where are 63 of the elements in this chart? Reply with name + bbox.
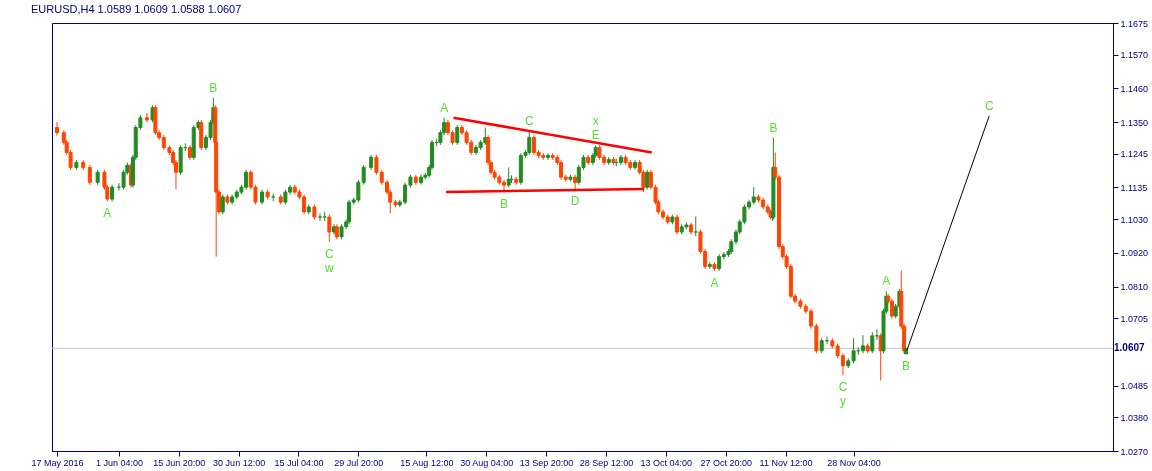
annotation: E [591,128,600,143]
candlestick [527,130,532,156]
candlestick [455,124,460,146]
annotation: C [838,380,848,395]
candlestick [573,174,578,190]
y-tick-label: 1.0270 [1120,446,1149,457]
candlestick [645,169,650,191]
candlestick [327,214,332,243]
annotation: x [592,114,599,129]
candlestick [675,214,680,235]
y-tick-label: 1.0810 [1120,282,1149,292]
y-tick-label: 1.1135 [1120,183,1148,193]
x-tick-label: 15 Aug 12:00 [400,457,454,468]
ref-line-label: 1.0607 [1114,342,1146,354]
x-tick-label: 15 Jul 04:00 [274,457,324,468]
annotation: A [882,274,891,289]
annotation: y [839,394,846,409]
y-tick-label: 1.1030 [1120,214,1149,225]
y-tick-label: 1.0920 [1120,248,1149,259]
y-tick-label: 1.1245 [1120,149,1149,160]
annotation: A [103,206,112,221]
annotation: B [769,120,778,135]
annotation: C [325,246,335,261]
annotation: B [500,197,509,212]
y-tick-label: 1.1350 [1120,117,1149,128]
y-tick-label: 1.0380 [1120,412,1149,423]
candlestick [220,194,225,215]
annotation: C [984,98,994,113]
annotation: C [524,114,534,129]
candlestick [55,121,59,137]
y-tick-label: 1.1460 [1120,83,1149,94]
y-tick-label: 1.1675 [1120,18,1149,29]
annotation: B [209,80,218,95]
x-tick-label: 28 Nov 04:00 [827,457,881,468]
candlestick [545,152,550,161]
x-tick-label: 17 May 2016 [31,457,84,468]
x-tick-label: 27 Oct 20:00 [700,457,752,468]
y-tick-label: 1.1570 [1120,50,1149,61]
x-tick-label: 13 Oct 04:00 [640,457,693,468]
candlestick [318,212,323,222]
x-tick-label: 13 Sep 20:00 [519,457,574,468]
annotation: D [570,194,580,209]
x-tick-label: 29 Jul 20:00 [334,457,384,468]
x-tick-label: 30 Aug 04:00 [460,457,514,468]
x-tick-label: 28 Sep 12:00 [579,457,634,468]
candlestick [860,334,865,354]
x-tick-label: 1 Jun 04:00 [95,457,143,468]
candlestick [870,331,875,354]
y-tick-label: 1.0705 [1120,313,1149,324]
candlestick [144,112,149,123]
y-tick-label: 1.0485 [1120,381,1149,392]
x-tick-label: 15 Jun 20:00 [153,457,206,468]
annotation: B [901,359,910,374]
annotation: A [440,100,449,115]
annotation: w [324,260,335,275]
candlestick [559,159,564,181]
x-tick-label: 11 Nov 12:00 [759,457,813,468]
chart-title: EURUSD,H4 1.0589 1.0609 1.0588 1.0607 [30,3,242,15]
annotation: A [710,275,719,290]
candlestick [889,298,894,319]
x-tick-label: 30 Jun 12:00 [213,457,266,468]
candlestick [87,164,92,186]
candlestick [693,215,698,237]
